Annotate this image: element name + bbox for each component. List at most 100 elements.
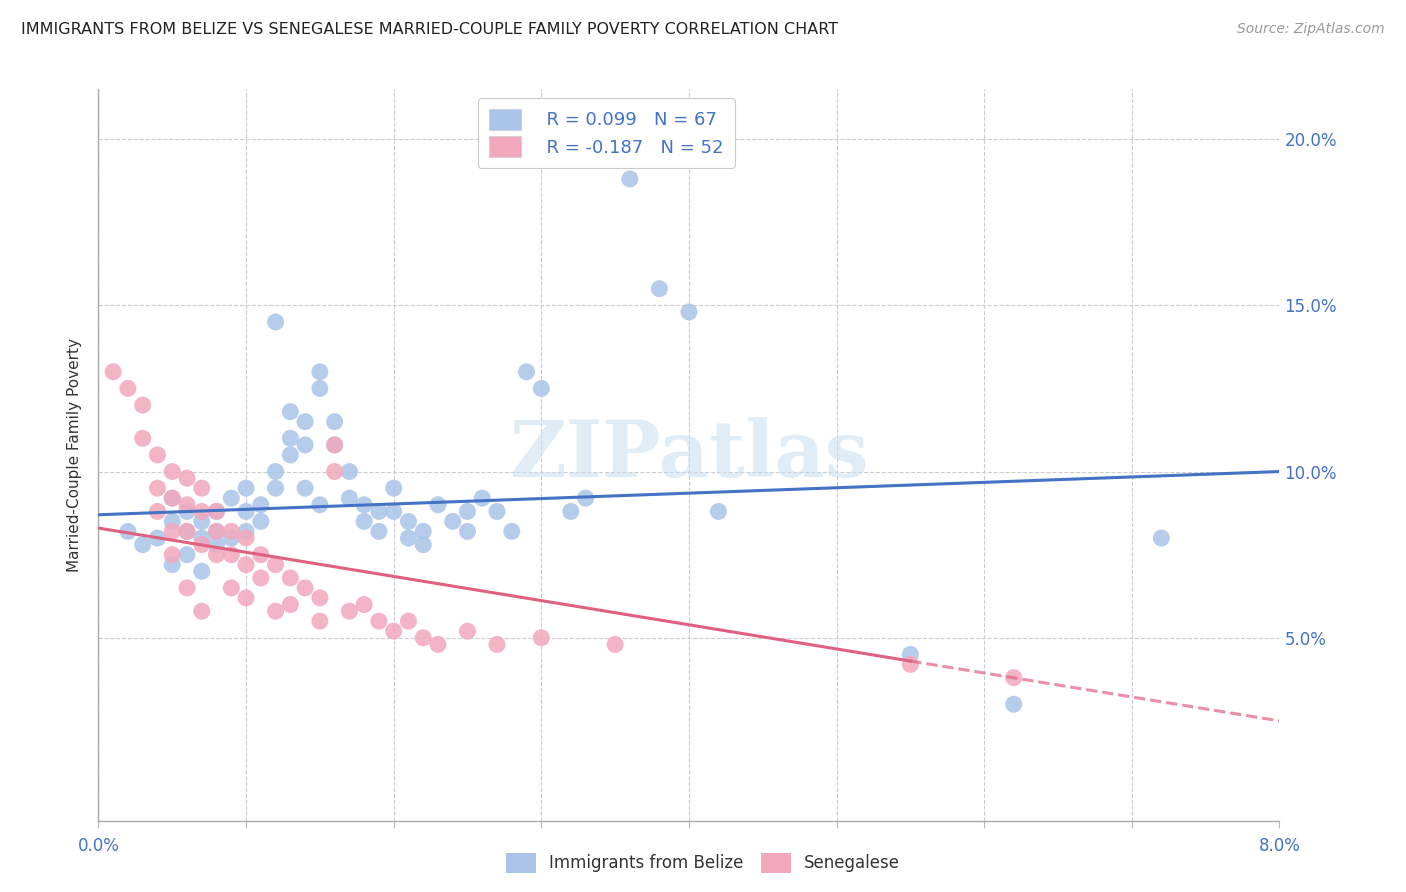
Point bbox=[337, 604, 360, 618]
Point bbox=[205, 538, 228, 552]
Point bbox=[294, 581, 316, 595]
Point bbox=[146, 448, 169, 462]
Point bbox=[648, 282, 671, 296]
Point bbox=[308, 498, 332, 512]
Point bbox=[191, 515, 214, 529]
Point bbox=[605, 149, 627, 163]
Point bbox=[117, 381, 139, 395]
Point bbox=[501, 524, 523, 539]
Point bbox=[162, 558, 183, 572]
Point bbox=[308, 381, 332, 395]
Point bbox=[191, 504, 214, 518]
Point bbox=[294, 438, 316, 452]
Point bbox=[176, 471, 198, 485]
Point bbox=[337, 491, 360, 505]
Point bbox=[574, 491, 596, 505]
Point bbox=[426, 637, 449, 651]
Point bbox=[176, 548, 198, 562]
Point bbox=[619, 172, 641, 186]
Point bbox=[235, 504, 257, 518]
Point bbox=[132, 398, 155, 412]
Point bbox=[412, 631, 434, 645]
Point bbox=[103, 365, 125, 379]
Point bbox=[176, 524, 198, 539]
Point bbox=[1002, 698, 1025, 712]
Point bbox=[250, 548, 273, 562]
Point bbox=[162, 465, 183, 479]
Point bbox=[250, 571, 273, 585]
Point bbox=[337, 465, 360, 479]
Point bbox=[132, 431, 155, 445]
Point bbox=[515, 365, 537, 379]
Point bbox=[308, 591, 332, 605]
Point bbox=[367, 524, 389, 539]
Legend:   R = 0.099   N = 67,   R = -0.187   N = 52: R = 0.099 N = 67, R = -0.187 N = 52 bbox=[478, 98, 735, 168]
Point bbox=[530, 631, 553, 645]
Point bbox=[235, 481, 257, 495]
Point bbox=[162, 548, 183, 562]
Point bbox=[162, 491, 183, 505]
Point bbox=[900, 648, 922, 662]
Point bbox=[235, 524, 257, 539]
Point bbox=[162, 524, 183, 539]
Point bbox=[456, 504, 478, 518]
Point bbox=[162, 491, 183, 505]
Point bbox=[382, 481, 405, 495]
Point bbox=[353, 598, 375, 612]
Point bbox=[235, 591, 257, 605]
Text: 8.0%: 8.0% bbox=[1258, 837, 1301, 855]
Point bbox=[250, 515, 273, 529]
Point bbox=[146, 504, 169, 518]
Point bbox=[205, 504, 228, 518]
Point bbox=[176, 498, 198, 512]
Legend: Immigrants from Belize, Senegalese: Immigrants from Belize, Senegalese bbox=[499, 847, 907, 880]
Point bbox=[191, 531, 214, 545]
Text: ZIPatlas: ZIPatlas bbox=[509, 417, 869, 493]
Point bbox=[219, 491, 242, 505]
Point bbox=[278, 405, 302, 419]
Point bbox=[560, 504, 582, 518]
Text: 0.0%: 0.0% bbox=[77, 837, 120, 855]
Point bbox=[353, 498, 375, 512]
Point bbox=[162, 515, 183, 529]
Y-axis label: Married-Couple Family Poverty: Married-Couple Family Poverty bbox=[67, 338, 83, 572]
Point bbox=[219, 524, 242, 539]
Point bbox=[323, 438, 346, 452]
Point bbox=[117, 524, 139, 539]
Point bbox=[900, 657, 922, 672]
Point bbox=[485, 504, 508, 518]
Point bbox=[146, 481, 169, 495]
Point bbox=[471, 491, 494, 505]
Point bbox=[264, 481, 287, 495]
Point bbox=[426, 498, 449, 512]
Point bbox=[678, 305, 700, 319]
Point bbox=[456, 524, 478, 539]
Point bbox=[323, 465, 346, 479]
Point bbox=[146, 531, 169, 545]
Point bbox=[707, 504, 730, 518]
Point bbox=[205, 524, 228, 539]
Point bbox=[396, 531, 419, 545]
Point bbox=[382, 504, 405, 518]
Point bbox=[191, 481, 214, 495]
Point bbox=[1002, 671, 1025, 685]
Point bbox=[278, 598, 302, 612]
Point bbox=[367, 614, 389, 628]
Point bbox=[1150, 531, 1173, 545]
Point bbox=[294, 481, 316, 495]
Point bbox=[132, 538, 155, 552]
Point bbox=[530, 381, 553, 395]
Point bbox=[219, 581, 242, 595]
Point bbox=[382, 624, 405, 639]
Point bbox=[412, 524, 434, 539]
Point bbox=[396, 515, 419, 529]
Point bbox=[396, 614, 419, 628]
Point bbox=[205, 548, 228, 562]
Point bbox=[191, 604, 214, 618]
Point bbox=[278, 571, 302, 585]
Point bbox=[250, 498, 273, 512]
Point bbox=[205, 524, 228, 539]
Point bbox=[294, 415, 316, 429]
Text: Source: ZipAtlas.com: Source: ZipAtlas.com bbox=[1237, 22, 1385, 37]
Point bbox=[219, 531, 242, 545]
